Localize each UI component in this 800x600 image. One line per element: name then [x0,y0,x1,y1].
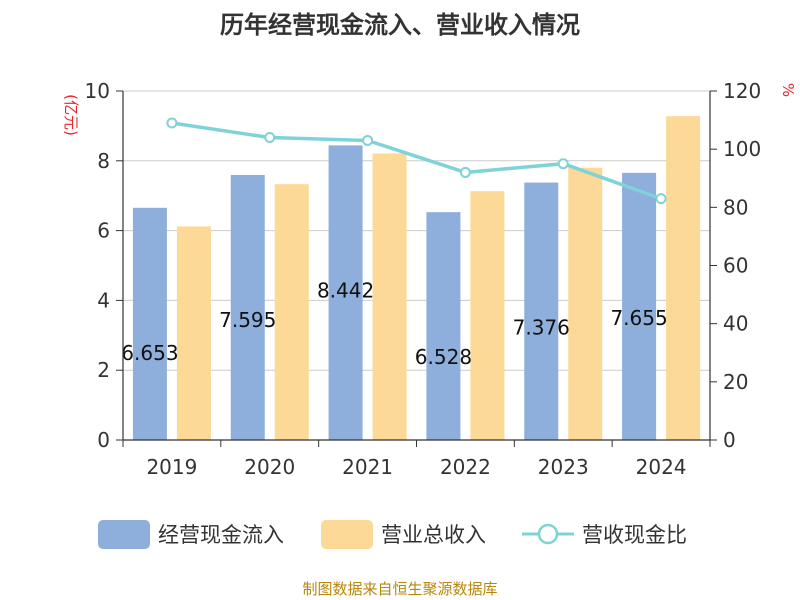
y-left-tick-label: 2 [97,358,110,382]
bar-cash-inflow [328,145,363,440]
ratio-point [264,132,276,144]
bar-revenue [666,116,701,441]
y-right-tick-label: 100 [723,137,761,161]
y-right-tick-label: 60 [723,254,748,278]
bar-revenue [274,184,309,440]
ratio-point [459,166,471,178]
x-tick-label: 2020 [244,455,295,479]
y-right-tick-label: 0 [723,428,736,452]
bar-revenue [470,191,505,440]
y-left-tick-label: 6 [97,219,110,243]
ratio-point [166,117,178,129]
ratio-point [655,193,667,205]
bar-cash-inflow [524,182,559,440]
data-label: 6.528 [415,345,472,369]
bar-cash-inflow [132,207,167,440]
y-left-tick-label: 10 [85,79,110,103]
legend-label-ratio: 营收现金比 [582,523,687,547]
y-right-tick-label: 40 [723,312,748,336]
y-left-tick-label: 8 [97,149,110,173]
ratio-point [557,158,569,170]
left-axis-unit: (亿元) [62,94,80,136]
data-label: 7.595 [219,308,276,332]
x-tick-label: 2019 [146,455,197,479]
bar-revenue [568,167,603,440]
line-series [166,117,667,205]
legend-label-revenue: 营业总收入 [381,523,486,547]
x-tick-label: 2021 [342,455,393,479]
y-right-tick-label: 80 [723,195,748,219]
x-tick-label: 2022 [440,455,491,479]
bar-cash-inflow [622,172,657,440]
bar-cash-inflow [230,174,265,440]
y-right-tick-label: 120 [723,79,761,103]
x-tick-label: 2023 [538,455,589,479]
bar-revenue [176,226,211,440]
data-labels: 6.653 7.595 8.442 6.528 7.376 7.655 [121,278,667,369]
source-note: 制图数据来自恒生聚源数据库 [302,580,497,598]
data-label: 8.442 [317,278,374,302]
chart-title: 历年经营现金流入、营业收入情况 [220,11,580,39]
right-axis-unit: % [779,83,797,97]
legend-label-cash-inflow: 经营现金流入 [158,523,284,547]
bar-revenue [372,153,407,440]
legend-swatch-cash-inflow [98,520,150,549]
bar-group [132,116,701,441]
legend: 经营现金流入 营业总收入 营收现金比 [98,520,687,549]
x-tick-label: 2024 [636,455,687,479]
ratio-point [362,134,374,146]
y-left-tick-label: 4 [97,288,110,312]
legend-swatch-revenue [321,520,373,549]
y-right-tick-label: 20 [723,370,748,394]
ratio-line [171,121,662,201]
data-label: 6.653 [121,341,178,365]
y-left-tick-label: 0 [97,428,110,452]
legend-marker-ratio [537,523,559,545]
gridlines [123,90,710,441]
bar-cash-inflow [426,212,461,440]
data-label: 7.376 [513,316,570,340]
data-label: 7.655 [610,306,667,330]
